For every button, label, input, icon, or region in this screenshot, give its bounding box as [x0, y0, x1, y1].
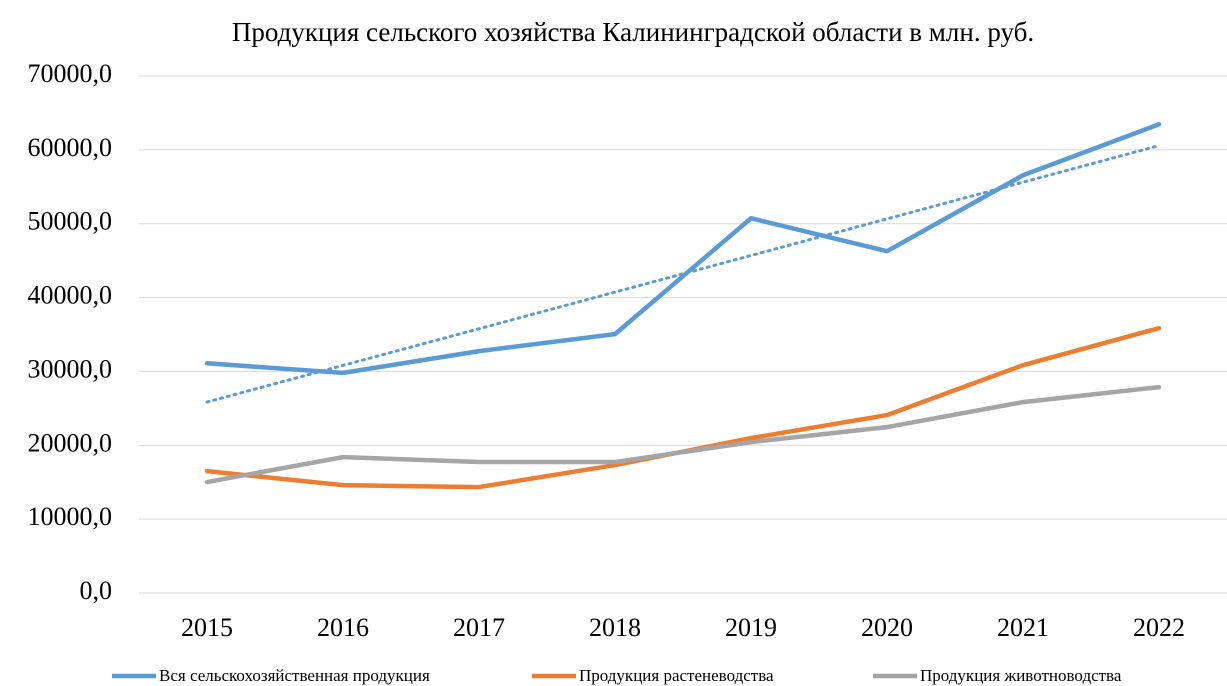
y-tick-label: 70000,0 — [28, 59, 113, 88]
x-tick-label: 2021 — [997, 613, 1049, 642]
x-tick-label: 2017 — [453, 613, 505, 642]
x-tick-label: 2022 — [1133, 613, 1185, 642]
x-tick-label: 2019 — [725, 613, 777, 642]
x-tick-label: 2015 — [181, 613, 233, 642]
chart-title: Продукция сельского хозяйства Калинингра… — [232, 17, 1034, 47]
y-tick-label: 40000,0 — [28, 281, 113, 310]
legend-label: Продукция растеневодства — [579, 666, 774, 685]
y-tick-label: 50000,0 — [28, 207, 113, 236]
x-tick-label: 2016 — [317, 613, 369, 642]
y-tick-label: 0,0 — [80, 576, 113, 605]
series-line — [204, 384, 1162, 485]
series-line — [204, 325, 1162, 490]
series-line — [204, 122, 1162, 376]
y-tick-label: 60000,0 — [28, 133, 113, 162]
x-tick-label: 2020 — [861, 613, 913, 642]
y-tick-label: 20000,0 — [28, 428, 113, 457]
legend-label: Вся сельскохозяйственная продукция — [159, 666, 430, 685]
legend-label: Продукция животноводства — [920, 666, 1122, 685]
y-tick-label: 30000,0 — [28, 354, 113, 383]
y-tick-label: 10000,0 — [28, 502, 113, 531]
x-tick-label: 2018 — [589, 613, 641, 642]
